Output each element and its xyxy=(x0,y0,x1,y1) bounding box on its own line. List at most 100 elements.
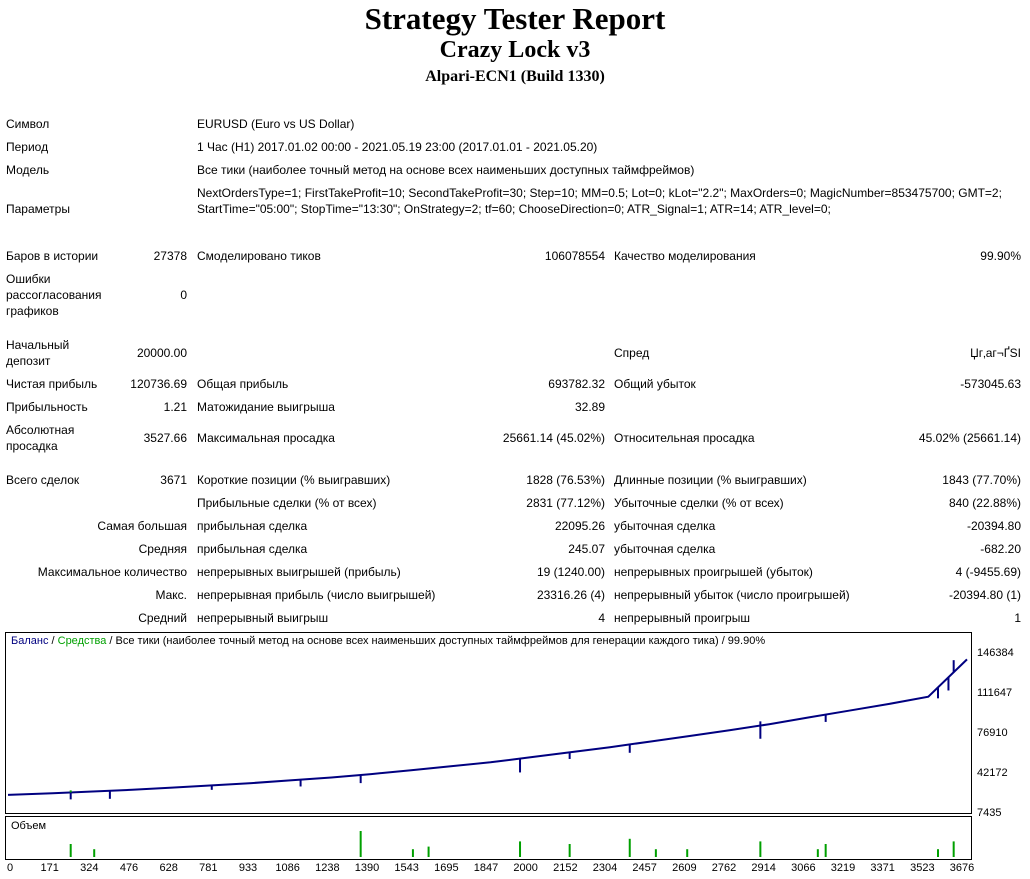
x-tick-label: 3219 xyxy=(830,862,856,874)
max-drawdown-label: Максимальная просадка xyxy=(197,431,335,445)
largest-loss-label: убыточная сделка xyxy=(614,519,716,533)
short-positions-label: Короткие позиции (% выигравших) xyxy=(197,473,391,487)
avg-label: Средний xyxy=(138,611,187,625)
volume-bar xyxy=(628,838,631,857)
x-tick-label: 3676 xyxy=(949,862,975,874)
volume-bar xyxy=(824,844,827,857)
largest-profit-value: 22095.26 xyxy=(554,519,605,533)
legend-equity: Средства xyxy=(57,635,107,647)
x-tick-label: 1390 xyxy=(354,862,380,874)
x-tick-label: 2914 xyxy=(751,862,776,874)
x-tick-label: 933 xyxy=(238,862,258,874)
profit-trades-value: 2831 (77.12%) xyxy=(526,496,605,510)
cons-losses-label: непрерывных проигрышей (убыток) xyxy=(614,565,813,579)
volume-bar xyxy=(937,849,940,857)
volume-bar xyxy=(816,849,819,857)
deposit-label: Начальный депозит xyxy=(6,338,70,368)
largest-loss-value: -20394.80 xyxy=(966,519,1021,533)
period-label: Период xyxy=(6,140,49,154)
errors-label: Ошибки рассогласования графиков xyxy=(6,272,102,318)
long-positions-value: 1843 (77.70%) xyxy=(942,473,1021,487)
ticks-label: Смоделировано тиков xyxy=(197,249,321,263)
long-positions-label: Длинные позиции (% выигравших) xyxy=(614,473,807,487)
x-tick-label: 1847 xyxy=(473,862,499,874)
gross-loss-value: -573045.63 xyxy=(960,377,1021,391)
volume-bar xyxy=(686,849,689,857)
total-trades-label: Всего сделок xyxy=(6,473,80,487)
x-tick-label: 0 xyxy=(6,862,14,874)
x-tick-label: 171 xyxy=(40,862,59,874)
model-label: Модель xyxy=(6,163,50,177)
volume-plot xyxy=(69,831,955,857)
gross-profit-value: 693782.32 xyxy=(548,377,605,391)
rel-drawdown-label: Относительная просадка xyxy=(614,431,755,445)
rel-drawdown-value: 45.02% (25661.14) xyxy=(918,431,1021,445)
volume-bar xyxy=(568,844,571,857)
max-label: Макс. xyxy=(155,588,187,602)
balance-chart-plot xyxy=(7,658,968,800)
cons-wins-value: 19 (1240.00) xyxy=(536,565,605,579)
balance-line xyxy=(7,658,968,796)
profit-factor-value: 1.21 xyxy=(163,400,187,414)
x-tick-label: 2152 xyxy=(553,862,578,874)
x-tick-label: 2000 xyxy=(513,862,538,874)
avg-wins-value: 4 xyxy=(598,611,605,625)
cons-profit-value: 23316.26 (4) xyxy=(536,588,605,602)
abs-drawdown-value: 3527.66 xyxy=(143,431,187,445)
y-tick-label: 76910 xyxy=(977,727,1008,739)
max-drawdown-value: 25661.14 (45.02%) xyxy=(502,431,605,445)
volume-bar xyxy=(359,831,362,857)
x-tick-label: 2457 xyxy=(632,862,657,874)
gross-loss-label: Общий убыток xyxy=(614,377,696,391)
deposit-value: 20000.00 xyxy=(136,346,187,360)
average-profit-value: 245.07 xyxy=(568,542,605,556)
max-count-label: Максимальное количество xyxy=(37,565,187,579)
spread-label: Спред xyxy=(614,346,650,360)
volume-label: Объем xyxy=(11,820,47,832)
total-trades-value: 3671 xyxy=(160,473,187,487)
largest-label: Самая большая xyxy=(97,519,187,533)
y-tick-label: 7435 xyxy=(977,807,1002,819)
net-profit-label: Чистая прибыль xyxy=(6,377,98,391)
average-loss-label: убыточная сделка xyxy=(614,542,716,556)
symbol-value: EURUSD (Euro vs US Dollar) xyxy=(197,117,355,131)
volume-bar xyxy=(759,841,762,857)
quality-label: Качество моделирования xyxy=(614,249,756,263)
cons-loss-label: непрерывный убыток (число проигрышей) xyxy=(614,588,850,602)
expected-payoff-value: 32.89 xyxy=(574,400,605,414)
volume-chart: Объем xyxy=(5,816,972,860)
cons-loss-value: -20394.80 (1) xyxy=(948,588,1021,602)
x-tick-label: 781 xyxy=(199,862,218,874)
x-tick-label: 3371 xyxy=(870,862,895,874)
abs-drawdown-label: Абсолютная просадка xyxy=(6,423,75,453)
avg-losses-value: 1 xyxy=(1014,611,1021,625)
spread-value: Џг‚аг¬ҐЅІ xyxy=(970,346,1021,360)
x-tick-label: 2304 xyxy=(592,862,618,874)
loss-trades-label: Убыточные сделки (% от всех) xyxy=(614,496,784,510)
loss-trades-value: 840 (22.88%) xyxy=(948,496,1021,510)
x-tick-label: 324 xyxy=(80,862,99,874)
x-tick-label: 3066 xyxy=(791,862,816,874)
average-loss-value: -682.20 xyxy=(980,542,1021,556)
quality-value: 99.90% xyxy=(980,249,1021,263)
y-tick-label: 146384 xyxy=(977,647,1014,659)
legend-separator: / xyxy=(106,635,116,647)
chart-legend: Баланс / Средства / Все тики (наиболее т… xyxy=(11,635,765,647)
expected-payoff-label: Матожидание выигрыша xyxy=(197,400,335,414)
legend-separator: / xyxy=(48,635,58,647)
average-label: Средняя xyxy=(138,542,187,556)
symbol-label: Символ xyxy=(6,117,50,131)
profit-factor-label: Прибыльность xyxy=(6,400,88,414)
volume-bar xyxy=(519,841,522,857)
y-tick-label: 42172 xyxy=(977,767,1008,779)
x-tick-label: 2762 xyxy=(711,862,737,874)
x-tick-label: 1086 xyxy=(275,862,300,874)
volume-bar xyxy=(69,844,72,857)
largest-profit-label: прибыльная сделка xyxy=(197,519,308,533)
volume-bar xyxy=(654,849,657,857)
legend-description: Все тики (наиболее точный метод на основ… xyxy=(115,635,766,647)
x-tick-label: 476 xyxy=(119,862,139,874)
ticks-value: 106078554 xyxy=(544,249,605,263)
net-profit-value: 120736.69 xyxy=(130,377,187,391)
avg-losses-label: непрерывный проигрыш xyxy=(614,611,750,625)
